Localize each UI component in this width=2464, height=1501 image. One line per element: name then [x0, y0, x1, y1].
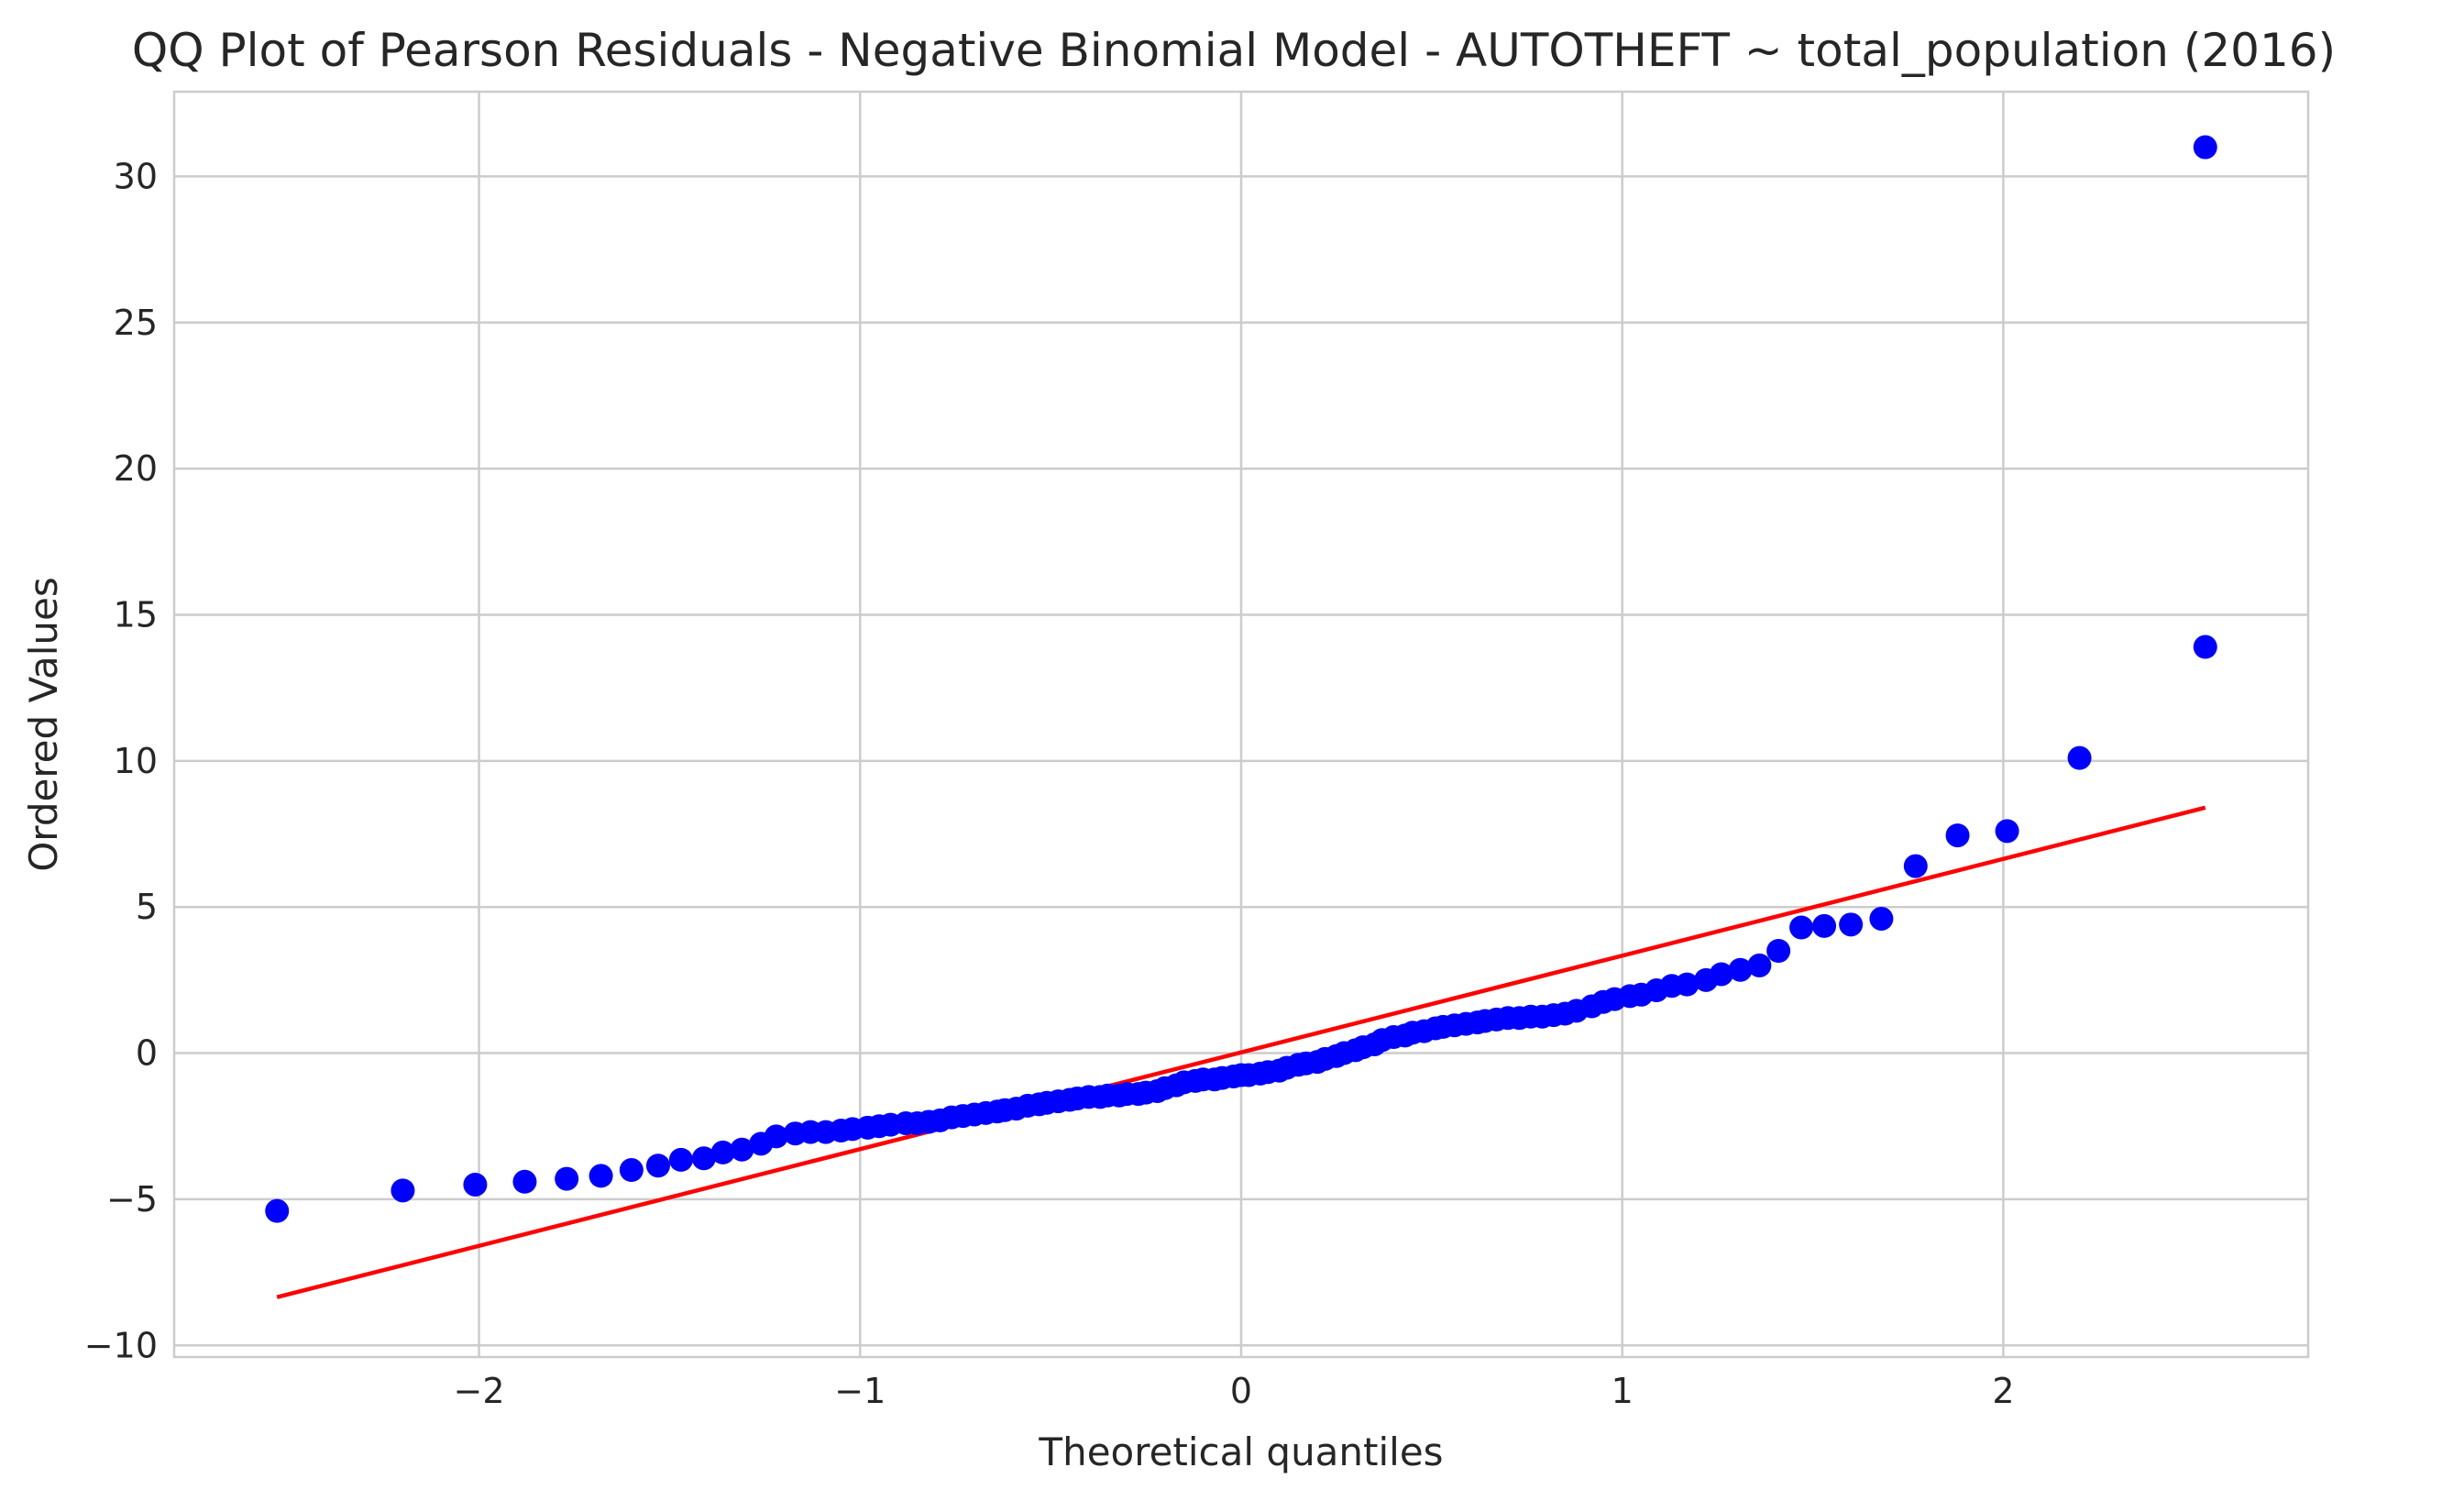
- data-point: [1766, 938, 1791, 963]
- data-point: [730, 1137, 754, 1162]
- fit-line-group: [276, 805, 2206, 1299]
- data-point: [588, 1164, 613, 1188]
- data-point: [1812, 913, 1837, 938]
- y-tick-label: 15: [114, 594, 158, 635]
- data-point: [691, 1146, 716, 1171]
- data-point: [463, 1172, 488, 1197]
- data-point: [668, 1147, 693, 1172]
- y-tick-label: 5: [136, 887, 158, 927]
- x-tick-label: −1: [834, 1371, 886, 1411]
- grid-lines: [174, 92, 2308, 1357]
- data-point: [710, 1140, 735, 1164]
- data-point: [265, 1198, 290, 1223]
- data-point: [2067, 745, 2092, 770]
- chart-title: QQ Plot of Pearson Residuals - Negative …: [132, 24, 2336, 77]
- data-point: [1728, 957, 1753, 982]
- data-point: [1995, 819, 2019, 844]
- data-points: [265, 135, 2217, 1223]
- x-tick-label: 0: [1230, 1371, 1252, 1411]
- y-tick-label: −5: [106, 1179, 158, 1220]
- data-point: [1789, 915, 1814, 940]
- data-point: [390, 1178, 415, 1203]
- data-point: [1869, 906, 1894, 931]
- x-axis-label: Theoretical quantiles: [1038, 1429, 1443, 1474]
- y-tick-label: 30: [114, 156, 158, 196]
- y-axis-label: Ordered Values: [21, 577, 66, 872]
- data-point: [645, 1153, 670, 1178]
- x-tick-label: 2: [1992, 1371, 2014, 1411]
- data-point: [1945, 823, 1970, 848]
- data-point: [512, 1169, 537, 1194]
- data-point: [764, 1124, 788, 1149]
- y-tick-label: −10: [84, 1325, 158, 1365]
- data-point: [1675, 972, 1700, 997]
- y-tick-label: 0: [136, 1033, 158, 1074]
- x-tick-label: −2: [454, 1371, 505, 1411]
- x-tick-label: 1: [1612, 1371, 1634, 1411]
- data-point: [1903, 854, 1928, 878]
- y-tick-label: 25: [114, 303, 158, 343]
- data-point: [1747, 953, 1772, 977]
- y-tick-label: 10: [114, 741, 158, 781]
- data-point: [1709, 962, 1733, 987]
- fit-line: [276, 805, 2206, 1299]
- data-point: [1839, 912, 1864, 937]
- data-point: [555, 1166, 579, 1191]
- data-point: [619, 1158, 644, 1183]
- plot-frame: [172, 90, 2310, 1359]
- y-tick-label: 20: [114, 448, 158, 489]
- data-point: [2193, 135, 2217, 160]
- data-point: [2193, 635, 2217, 659]
